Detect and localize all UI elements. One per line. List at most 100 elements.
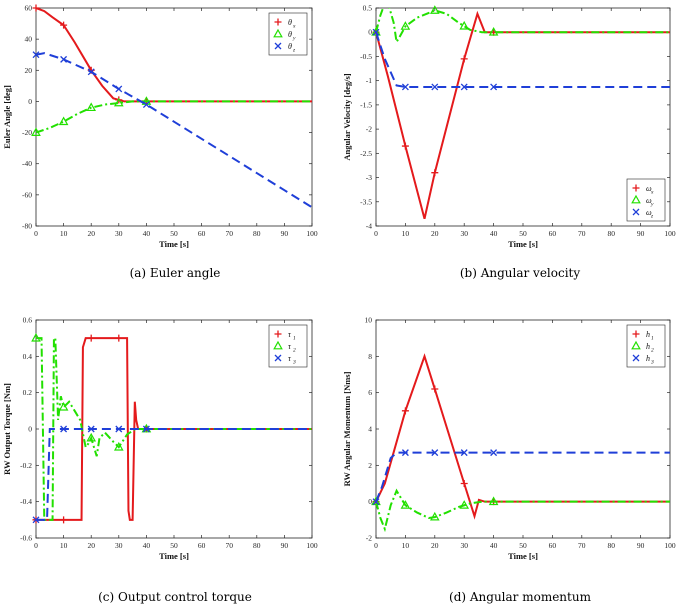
chart1-legend-marker-x bbox=[632, 184, 640, 192]
chart2-legend-marker-2 bbox=[273, 340, 283, 350]
chart0-ytick-label: -80 bbox=[22, 222, 32, 231]
chart2-legend-label-1: τ bbox=[288, 330, 292, 339]
chart3-legend-marker-h3 bbox=[632, 354, 640, 362]
chart3-series-h3-point bbox=[372, 498, 380, 506]
chart3-ylabel: RW Angular Momentum [Nms] bbox=[342, 371, 352, 486]
chart1-legend-sub-y: y bbox=[650, 202, 654, 208]
chart1-legend-marker-y bbox=[631, 194, 641, 204]
chart2-series-2-line bbox=[36, 337, 312, 521]
chart0-series-y-point bbox=[113, 97, 124, 107]
chart0-legend-marker-y bbox=[273, 28, 283, 38]
chart3-series-h2-line bbox=[376, 488, 670, 533]
chart2-series-3-point bbox=[60, 425, 68, 433]
chart1-series-y-point bbox=[459, 20, 470, 30]
chart0-legend-marker-x bbox=[274, 18, 282, 26]
chart1-xtick-label: 30 bbox=[460, 229, 468, 238]
chart0-xtick-label: 40 bbox=[143, 229, 151, 238]
chart1-legend-label-x: ω bbox=[646, 184, 652, 193]
chart0-xtick-label: 50 bbox=[170, 229, 178, 238]
chart0-series-z-line bbox=[36, 52, 312, 209]
chart0-legend-sub-y: y bbox=[292, 36, 296, 42]
chart1-series-x-point bbox=[460, 55, 468, 63]
chart0-ytick-label: 60 bbox=[25, 4, 33, 13]
chart1-ytick-label: -3 bbox=[366, 173, 372, 182]
caption-output-torque: (c) Output control torque bbox=[98, 590, 252, 604]
chart3-series-h3-point bbox=[490, 449, 498, 457]
chart0-xtick-label: 20 bbox=[87, 229, 95, 238]
chart2-xtick-label: 60 bbox=[198, 541, 206, 550]
caption-angular-velocity: (b) Angular velocity bbox=[459, 266, 581, 280]
chart1-series-x-point bbox=[401, 142, 409, 150]
chart1-xtick-label: 40 bbox=[490, 229, 498, 238]
chart3-xtick-label: 30 bbox=[460, 541, 468, 550]
chart3-xtick-label: 50 bbox=[519, 541, 527, 550]
chart2-series-2-point bbox=[58, 401, 69, 411]
chart3-xtick-label: 100 bbox=[664, 541, 676, 550]
chart0-series-z-point bbox=[60, 55, 68, 63]
chart0-plot-frame bbox=[35, 7, 313, 227]
chart2-legend-marker-3 bbox=[274, 354, 282, 362]
chart0-legend-sub-z: z bbox=[292, 48, 296, 54]
chart3-series-h2-point bbox=[488, 496, 499, 506]
chart1-xtick-label: 0 bbox=[374, 229, 378, 238]
chart3-series-h1-point bbox=[431, 385, 439, 393]
chart3-xtick-label: 40 bbox=[490, 541, 498, 550]
chart1-legend-marker-z bbox=[632, 208, 640, 216]
chart2-xtick-label: 30 bbox=[115, 541, 123, 550]
chart0-xtick-label: 100 bbox=[306, 229, 318, 238]
chart0-series-x-point bbox=[32, 4, 40, 12]
chart2-ytick-label: 0 bbox=[28, 425, 32, 434]
chart3-xtick-label: 80 bbox=[607, 541, 615, 550]
chart0-series-x-point bbox=[60, 21, 68, 29]
chart2-series-2-point bbox=[86, 432, 97, 442]
chart1-ytick-label: -0.5 bbox=[360, 52, 372, 61]
chart3-legend-label-h3: h bbox=[646, 354, 650, 363]
chart0-ytick-label: -40 bbox=[22, 159, 32, 168]
chart3-xtick-label: 90 bbox=[637, 541, 645, 550]
chart0-ytick-label: -20 bbox=[22, 128, 32, 137]
chart3-xtick-label: 60 bbox=[549, 541, 557, 550]
chart1-series-z-point bbox=[401, 83, 409, 91]
chart2-series-3-point bbox=[87, 425, 95, 433]
chart3-series-h3-point bbox=[401, 449, 409, 457]
chart3-series-h1-point bbox=[401, 407, 409, 415]
chart0-series-y-point bbox=[86, 102, 97, 112]
chart0-xtick-label: 90 bbox=[281, 229, 289, 238]
chart1-xtick-label: 80 bbox=[607, 229, 615, 238]
chart1-legend-label-y: ω bbox=[646, 196, 652, 205]
chart1-ytick-label: -4 bbox=[366, 222, 372, 231]
chart2-xtick-label: 80 bbox=[253, 541, 261, 550]
chart0-ytick-label: 40 bbox=[25, 35, 33, 44]
chart2-legend-sub-2: 2 bbox=[293, 348, 296, 354]
chart3-series-h1-point bbox=[460, 480, 468, 487]
chart2-xtick-label: 0 bbox=[34, 541, 38, 550]
chart2-series-2-point bbox=[113, 441, 124, 451]
chart3-legend-sub-h1: 1 bbox=[651, 336, 654, 342]
chart1-xtick-label: 90 bbox=[637, 229, 645, 238]
chart2-xtick-label: 100 bbox=[306, 541, 318, 550]
chart0-series-y-point bbox=[31, 127, 41, 136]
chart1-legend-sub-z: z bbox=[650, 214, 654, 220]
chart1-series-y-point bbox=[429, 5, 440, 14]
chart0-series-z-point bbox=[142, 101, 150, 109]
chart2-xtick-label: 10 bbox=[60, 541, 68, 550]
chart1-series-x-point bbox=[431, 169, 439, 177]
chart0-xtick-label: 70 bbox=[225, 229, 233, 238]
chart1-xtick-label: 100 bbox=[664, 229, 676, 238]
chart3-ytick-label: 0 bbox=[368, 497, 372, 506]
chart1-series-z-point bbox=[372, 28, 380, 36]
chart2-xtick-label: 20 bbox=[87, 541, 95, 550]
chart2-ytick-label: 0.4 bbox=[23, 352, 33, 361]
chart3-legend-marker-h1 bbox=[632, 330, 640, 338]
chart1-ylabel: Angular Velocity [deg/s] bbox=[342, 73, 352, 160]
chart2-legend-sub-3: 3 bbox=[292, 360, 296, 366]
chart3-ytick-label: 2 bbox=[368, 461, 372, 470]
chart0-ylabel: Euler Angle [deg] bbox=[2, 85, 12, 149]
chart2-ylabel: RW Output Torque [Nm] bbox=[2, 383, 12, 475]
chart1-ytick-label: 0.5 bbox=[363, 4, 373, 13]
chart3-legend-label-h1: h bbox=[646, 330, 650, 339]
chart3-xtick-label: 20 bbox=[431, 541, 439, 550]
chart1-series-z-point bbox=[460, 83, 468, 91]
chart0-legend-label-z: θ bbox=[288, 42, 292, 51]
